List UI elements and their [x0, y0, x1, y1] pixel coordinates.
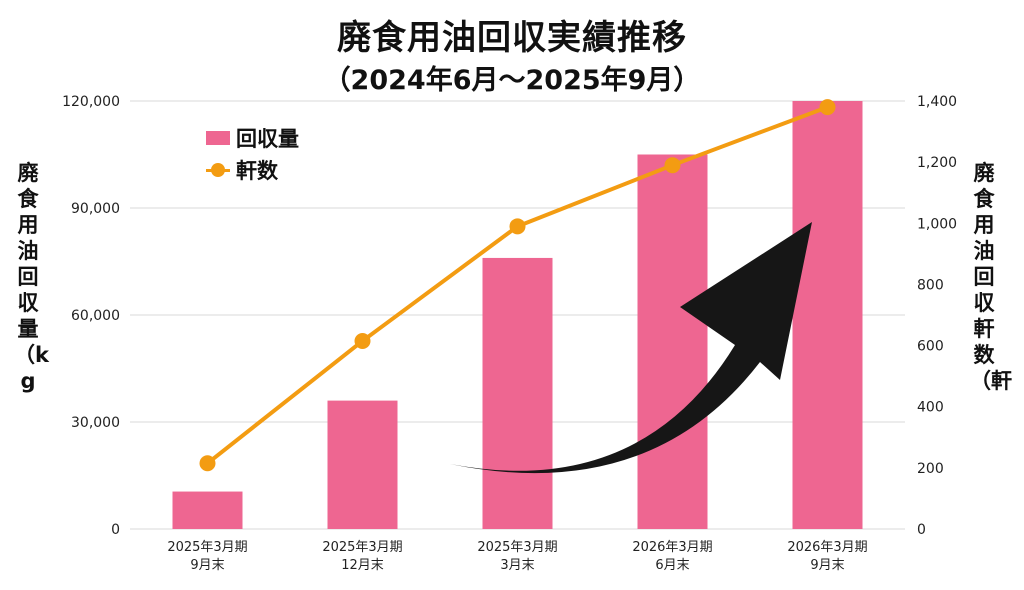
- right-tick-label: 1,000: [917, 216, 957, 232]
- legend-line-swatch: [206, 163, 230, 177]
- legend-item-bar: 回収量: [206, 122, 299, 154]
- left-axis-label: 廃食用油回収量（kg: [14, 161, 49, 393]
- bar: [792, 101, 863, 529]
- category-label: 2025年3月期: [167, 540, 247, 555]
- category-label: 2026年3月期: [632, 540, 712, 555]
- category-label: 3月末: [500, 558, 534, 573]
- right-tick-label: 1,200: [917, 155, 957, 171]
- left-tick-label: 120,000: [62, 94, 120, 110]
- bar: [172, 491, 243, 529]
- line-point: [199, 455, 216, 472]
- line-point: [819, 99, 836, 116]
- category-label: 9月末: [810, 558, 844, 573]
- bar: [327, 400, 398, 529]
- left-tick-label: 60,000: [71, 308, 120, 324]
- right-tick-label: 0: [917, 522, 926, 538]
- legend-line-label: 軒数: [236, 159, 278, 183]
- right-tick-label: 600: [917, 339, 944, 355]
- category-label: 6月末: [655, 558, 689, 573]
- bar: [482, 257, 553, 529]
- category-label: 9月末: [190, 558, 224, 573]
- bar: [637, 154, 708, 529]
- category-label: 2025年3月期: [322, 540, 402, 555]
- right-tick-label: 800: [917, 277, 944, 293]
- trend-arrow: [450, 222, 812, 474]
- right-tick-label: 1,400: [917, 94, 957, 110]
- legend-item-line: 軒数: [206, 154, 299, 186]
- right-tick-label: 200: [917, 461, 944, 477]
- category-label: 12月末: [341, 558, 384, 573]
- chart-subtitle: （2024年6月～2025年9月）: [323, 65, 701, 96]
- left-tick-label: 30,000: [71, 415, 120, 431]
- line-point: [664, 157, 681, 174]
- chart-title: 廃食用油回収実績推移: [337, 18, 687, 58]
- category-label: 2026年3月期: [787, 540, 867, 555]
- line-point: [509, 218, 526, 235]
- line-point: [354, 332, 371, 349]
- left-tick-label: 90,000: [71, 201, 120, 217]
- left-tick-label: 0: [111, 522, 120, 538]
- legend-bar-swatch: [206, 131, 230, 145]
- right-tick-label: 400: [917, 400, 944, 416]
- legend-bar-label: 回収量: [236, 127, 299, 151]
- category-label: 2025年3月期: [477, 540, 557, 555]
- legend: 回収量 軒数: [206, 122, 299, 186]
